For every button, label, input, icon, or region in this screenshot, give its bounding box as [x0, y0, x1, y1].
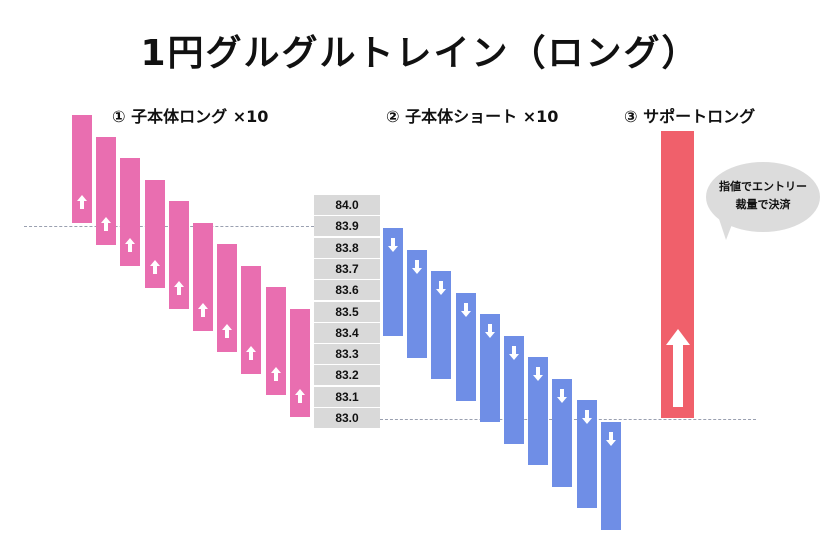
up-arrow-icon: [145, 259, 165, 274]
price-cell: 83.9: [314, 216, 380, 237]
down-arrow-icon: [407, 259, 427, 274]
down-arrow-icon: [383, 238, 403, 252]
bubble-text: 指値でエントリー 裁量で決済: [706, 178, 820, 214]
long-bar: [168, 201, 189, 309]
up-arrow-icon: [241, 345, 261, 360]
section-label-short: ② 子本体ショート ×10: [386, 107, 559, 126]
up-arrow-icon: [120, 238, 140, 252]
short-bar: [431, 271, 452, 379]
long-bar: [265, 287, 286, 395]
short-bar: [504, 335, 524, 444]
up-arrow-icon: [266, 367, 286, 381]
price-cell: 84.0: [314, 195, 380, 215]
down-arrow-icon: [552, 388, 572, 403]
down-arrow-icon: [456, 302, 476, 317]
long-bar: [96, 136, 117, 245]
price-cell: 83.1: [314, 386, 380, 407]
bubble-tail: [716, 210, 736, 240]
price-cell: 83.6: [314, 280, 380, 301]
price-cell: 83.3: [314, 344, 380, 365]
down-arrow-icon: [431, 281, 451, 295]
down-arrow-icon: [528, 367, 548, 381]
up-arrow-icon: [217, 324, 237, 338]
long-bar: [144, 179, 165, 288]
price-cell: 83.2: [314, 365, 380, 386]
page-title: 1円グルグルトレイン（ロング）: [140, 33, 700, 74]
price-cell: 83.7: [314, 258, 380, 279]
speech-bubble: 指値でエントリー 裁量で決済: [706, 162, 820, 240]
short-bar: [528, 357, 549, 465]
up-arrow-icon: [96, 216, 116, 231]
price-cell: 83.8: [314, 237, 380, 258]
down-arrow-icon: [480, 324, 500, 338]
section-label-support: ③ サポートロング: [624, 107, 756, 126]
short-bar: [576, 400, 597, 508]
short-bar: [479, 314, 500, 422]
long-bar: [120, 158, 141, 266]
price-cell: 83.5: [314, 301, 380, 322]
long-bar: [241, 265, 262, 374]
long-bar: [217, 244, 238, 352]
down-arrow-icon: [577, 410, 597, 424]
bubble-line-1: 指値でエントリー: [719, 180, 807, 193]
price-cell: 83.0: [314, 408, 380, 428]
up-arrow-icon: [290, 388, 310, 403]
short-bar: [383, 228, 403, 336]
short-bar: [455, 292, 476, 401]
up-arrow-icon: [661, 329, 694, 407]
short-bar: [552, 378, 573, 487]
long-bar: [72, 115, 92, 223]
section-label-long: ① 子本体ロング ×10: [112, 107, 269, 126]
short-bar: [600, 421, 621, 530]
price-cell: 83.4: [314, 322, 380, 343]
support-long-bar: [661, 131, 694, 418]
short-bar: [407, 249, 428, 358]
up-arrow-icon: [193, 302, 213, 317]
long-bar: [193, 222, 213, 331]
down-arrow-icon: [504, 345, 524, 360]
bubble-line-2: 裁量で決済: [735, 198, 791, 211]
up-arrow-icon: [169, 281, 189, 295]
down-arrow-icon: [601, 431, 621, 446]
up-arrow-icon: [72, 195, 92, 209]
long-bar: [289, 308, 310, 417]
